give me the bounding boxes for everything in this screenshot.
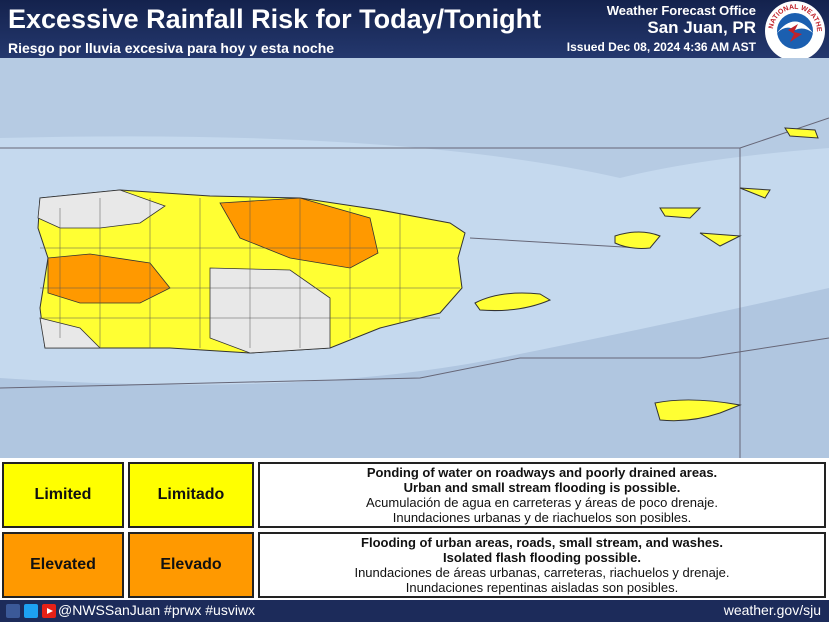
legend: Limited Limitado Ponding of water on roadw… <box>0 458 829 600</box>
risk-english: Elevated <box>2 532 124 598</box>
description-line: Inundaciones repentinas aisladas son pos… <box>405 580 679 595</box>
social-handle: @NWSSanJuan #prwx #usviwx <box>58 602 256 618</box>
location: San Juan, PR <box>647 18 756 37</box>
description-line: Flooding of urban areas, roads, small st… <box>361 535 723 550</box>
title: Excessive Rainfall Risk for Today/Tonigh… <box>8 4 542 34</box>
office: Weather Forecast Office <box>606 3 756 18</box>
issued: Issued Dec 08, 2024 4:36 AM AST <box>566 40 756 54</box>
description-line: Urban and small stream flooding is possi… <box>403 480 681 495</box>
website: weather.gov/sju <box>723 602 821 618</box>
description-line: Inundaciones urbanas y de riachuelos son… <box>392 510 692 525</box>
social-icons <box>6 604 56 618</box>
risk-spanish: Limitado <box>128 462 254 528</box>
description-line: Ponding of water on roadways and poorly … <box>366 465 718 480</box>
header: Excessive Rainfall Risk for Today/Tonigh… <box>0 0 829 61</box>
map <box>0 58 829 458</box>
footer: @NWSSanJuan #prwx #usviwx weather.gov/sj… <box>0 600 829 622</box>
subtitle: Riesgo por lluvia excesiva para hoy y es… <box>8 40 335 56</box>
description-line: Inundaciones de áreas urbanas, carretera… <box>354 565 730 580</box>
risk-description: Ponding of water on roadways and poorly … <box>258 462 826 528</box>
risk-english: Limited <box>2 462 124 528</box>
risk-spanish: Elevado <box>128 532 254 598</box>
nws-logo: NATIONAL WEATHER SERVICE <box>764 0 825 61</box>
description-line: Acumulación de agua en carreteras y área… <box>366 495 718 510</box>
risk-description: Flooding of urban areas, roads, small st… <box>258 532 826 598</box>
description-line: Isolated flash flooding possible. <box>443 550 641 565</box>
